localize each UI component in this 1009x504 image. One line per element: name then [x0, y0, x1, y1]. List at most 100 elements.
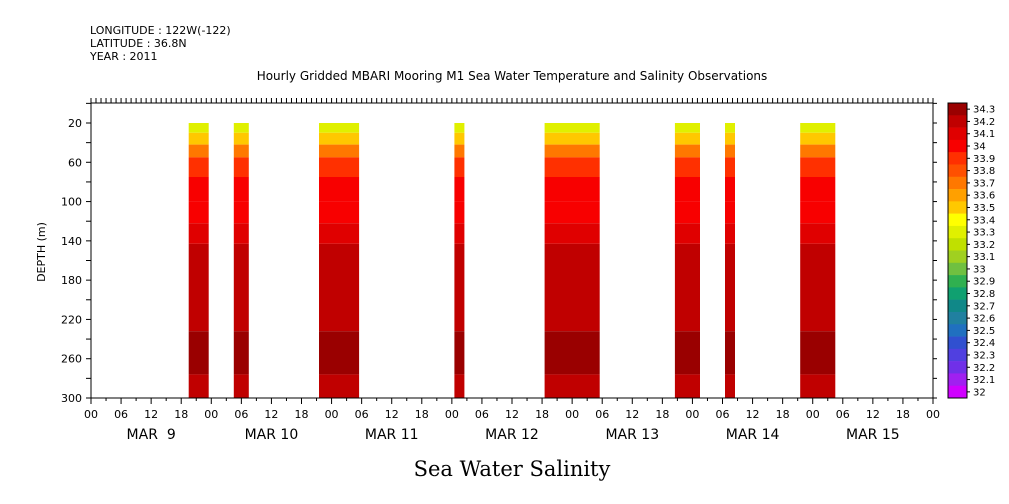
salinity-cell: [544, 331, 600, 375]
x-tick-label: 18: [896, 408, 910, 421]
colorbar-swatch: [948, 201, 967, 214]
salinity-cell: [319, 374, 360, 398]
chart-title: Hourly Gridded MBARI Mooring M1 Sea Wate…: [257, 69, 768, 83]
salinity-cell: [800, 144, 836, 158]
x-tick-label: 06: [475, 408, 489, 421]
colorbar-label: 33.1: [973, 252, 995, 263]
salinity-cell: [454, 223, 465, 244]
salinity-cell: [233, 223, 249, 244]
salinity-cell: [800, 374, 836, 398]
salinity-cell: [233, 144, 249, 158]
salinity-cell: [800, 243, 836, 332]
colorbar-swatch: [948, 176, 967, 190]
salinity-cell: [319, 132, 360, 145]
salinity-cell: [233, 123, 249, 133]
colorbar-swatch: [948, 287, 967, 300]
colorbar-swatch: [948, 103, 967, 116]
salinity-cell: [454, 243, 465, 332]
salinity-cell: [674, 331, 700, 375]
latitude-label: LATITUDE : 36.8N: [90, 37, 187, 50]
salinity-cell: [544, 243, 600, 332]
observation-window: [188, 123, 209, 398]
salinity-cell: [319, 223, 360, 244]
x-tick-label: 12: [144, 408, 158, 421]
colorbar-swatch: [948, 348, 967, 362]
y-axis-label: DEPTH (m): [35, 222, 48, 282]
colorbar-label: 33.9: [973, 154, 995, 165]
day-label: MAR 12: [485, 427, 539, 443]
salinity-cell: [454, 177, 465, 202]
x-tick-label: 00: [445, 408, 459, 421]
salinity-cell: [725, 177, 735, 202]
x-tick-label: 00: [325, 408, 339, 421]
observation-window: [544, 123, 600, 398]
salinity-cell: [544, 374, 600, 398]
x-tick-label: 18: [776, 408, 790, 421]
salinity-cell: [544, 177, 600, 202]
colorbar-label: 32.2: [973, 363, 995, 374]
plot-background: [91, 103, 933, 398]
salinity-cell: [674, 144, 700, 158]
x-tick-label: 00: [806, 408, 820, 421]
salinity-cell: [454, 144, 465, 158]
longitude-label: LONGITUDE : 122W(-122): [90, 24, 231, 37]
salinity-cell: [674, 243, 700, 332]
salinity-cell: [454, 132, 465, 145]
salinity-cell: [188, 144, 209, 158]
salinity-cell: [725, 157, 735, 177]
colorbar-frame: [947, 102, 968, 399]
x-tick-label: 18: [295, 408, 309, 421]
salinity-cell: [319, 201, 360, 224]
salinity-cell: [188, 223, 209, 244]
colorbar-label: 33.3: [973, 228, 995, 239]
x-tick-label: 06: [716, 408, 730, 421]
salinity-cell: [319, 243, 360, 332]
salinity-cell: [233, 331, 249, 375]
colorbar-label: 33.6: [973, 191, 995, 202]
salinity-cell: [544, 157, 600, 177]
chart-caption: Sea Water Salinity: [414, 457, 611, 481]
y-tick-label: 60: [68, 156, 82, 169]
x-tick-label: 12: [625, 408, 639, 421]
salinity-cell: [188, 243, 209, 332]
colorbar-swatch: [948, 189, 967, 202]
colorbar-swatch: [948, 152, 967, 165]
colorbar-swatch: [948, 238, 967, 251]
colorbar-swatch: [948, 164, 967, 178]
y-tick-label: 300: [61, 392, 82, 405]
salinity-cell: [725, 144, 735, 158]
colorbar-swatch: [948, 361, 967, 374]
colorbar-label: 32.4: [973, 338, 995, 349]
salinity-cell: [725, 243, 735, 332]
salinity-cell: [674, 223, 700, 244]
colorbar-label: 32.7: [973, 301, 995, 312]
x-tick-label: 06: [114, 408, 128, 421]
salinity-cell: [800, 223, 836, 244]
x-tick-label: 00: [685, 408, 699, 421]
day-label: MAR 14: [726, 427, 780, 443]
salinity-cell: [674, 374, 700, 398]
x-tick-label: 18: [655, 408, 669, 421]
x-tick-label: 00: [84, 408, 98, 421]
observation-window: [800, 123, 836, 398]
x-tick-label: 18: [535, 408, 549, 421]
colorbar-swatch: [948, 299, 967, 313]
observation-window: [674, 123, 700, 398]
y-tick-label: 100: [61, 196, 82, 209]
colorbar-label: 32.1: [973, 375, 995, 386]
colorbar-swatch: [948, 115, 967, 128]
colorbar-swatch: [948, 250, 967, 264]
colorbar-label: 32.8: [973, 289, 995, 300]
colorbar-label: 34.1: [973, 129, 995, 140]
y-tick-label: 140: [61, 235, 82, 248]
salinity-cell: [674, 201, 700, 224]
salinity-cell: [188, 132, 209, 145]
salinity-cell: [674, 123, 700, 133]
salinity-cell: [674, 157, 700, 177]
observation-window: [319, 123, 360, 398]
day-label: MAR 13: [605, 427, 659, 443]
salinity-cell: [800, 331, 836, 375]
colorbar-label: 33.7: [973, 178, 995, 189]
